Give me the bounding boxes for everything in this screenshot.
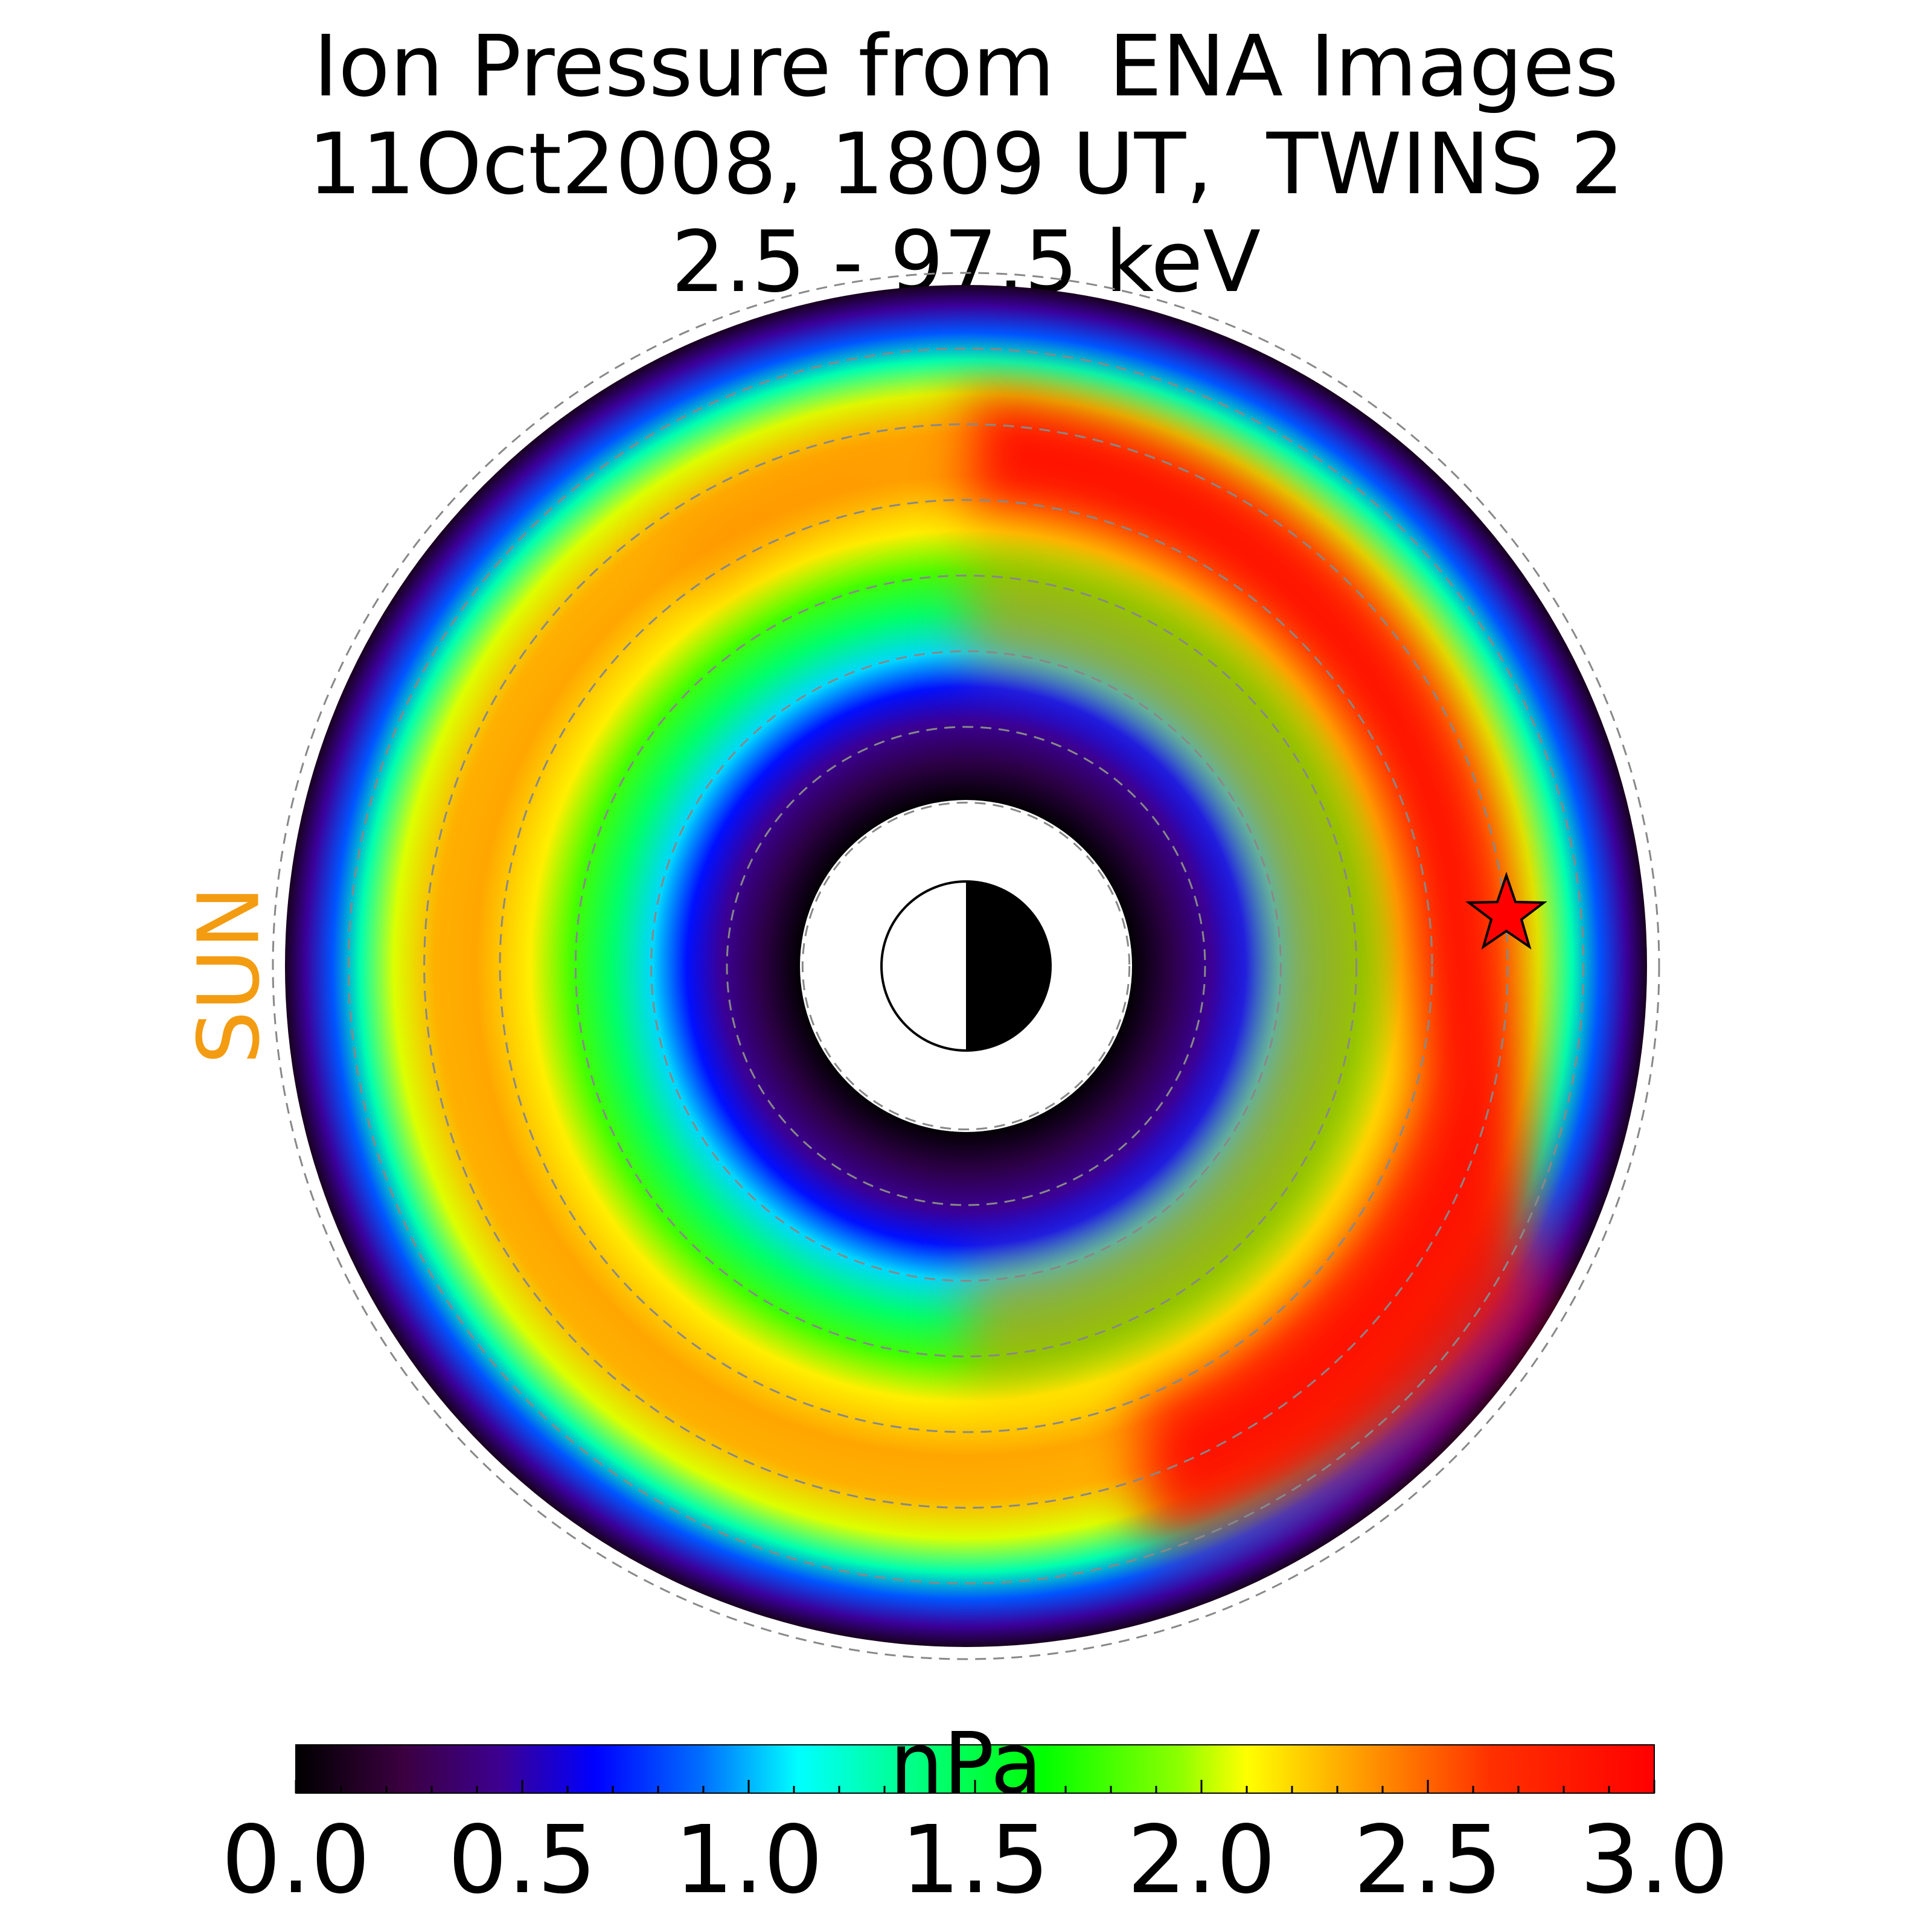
grid-ring xyxy=(726,726,1206,1206)
spacecraft-star-icon xyxy=(1465,871,1547,950)
earth-icon xyxy=(880,880,1052,1052)
noon-enhancement xyxy=(664,411,966,604)
grid-ring xyxy=(650,650,1282,1282)
grid-ring xyxy=(423,423,1509,1509)
grid-ring xyxy=(272,272,1660,1660)
grid-ring xyxy=(574,574,1358,1358)
pressure-asymmetry xyxy=(664,392,1540,1546)
grid-ring xyxy=(347,347,1585,1585)
colorbar-tick-label: 1.5 xyxy=(900,1805,1050,1914)
sun-label: SUN xyxy=(180,885,279,1065)
colorbar xyxy=(295,1744,1655,1794)
dusk-enhancement xyxy=(966,549,1383,1383)
colorbar-tick-label: 0.5 xyxy=(447,1805,597,1914)
outer-peak-region xyxy=(966,392,1540,1546)
grid-rings xyxy=(272,272,1660,1660)
colorbar-tick-label: 3.0 xyxy=(1579,1805,1729,1914)
colorbar-tick-label: 0.0 xyxy=(221,1805,371,1914)
colorbar-tick-label: 2.5 xyxy=(1353,1805,1503,1914)
colorbar-ticks xyxy=(295,1780,1655,1793)
grid-ring xyxy=(801,801,1131,1131)
colorbar-tick-label: 2.0 xyxy=(1127,1805,1276,1914)
title-line-1: Ion Pressure from ENA Images xyxy=(313,18,1619,116)
colorbar-tick-label: 1.0 xyxy=(674,1805,824,1914)
title-line-2: 11Oct2008, 1809 UT, TWINS 2 xyxy=(307,115,1625,214)
colorbar-label: nPa xyxy=(889,1715,1043,1813)
grid-ring xyxy=(499,499,1433,1433)
